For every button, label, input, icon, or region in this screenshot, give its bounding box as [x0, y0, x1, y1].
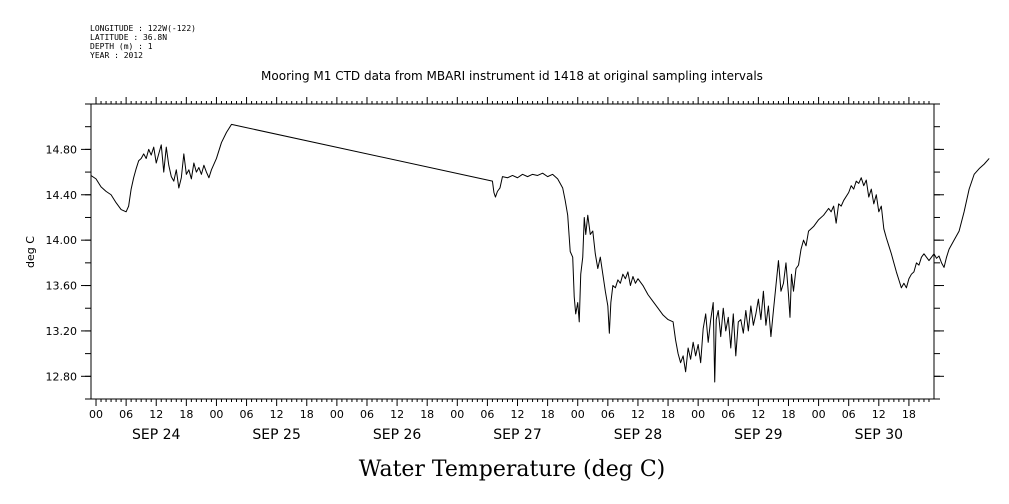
x-tick-label: 06: [240, 408, 254, 421]
x-tick-label: 12: [631, 408, 645, 421]
y-tick-label: 13.60: [46, 280, 78, 293]
temperature-series-line: [90, 123, 990, 383]
x-tick-label: 12: [511, 408, 525, 421]
y-tick-label: 12.80: [46, 370, 78, 383]
x-tick-label: 00: [571, 408, 585, 421]
meta-depth: DEPTH (m) : 1: [90, 42, 153, 51]
x-tick-label: 00: [89, 408, 103, 421]
x-tick-label: 00: [812, 408, 826, 421]
plot-frame: [90, 103, 935, 400]
tick-labels: 00 06 12 18 00 06 12 18 00 06 12 18 00 06 12 18 00 06 12 18…: [46, 143, 916, 443]
metadata-block: LONGITUDE : 122W(-122) LATITUDE : 36.8N …: [90, 24, 196, 60]
x-day-label: SEP 24: [132, 427, 181, 443]
x-tick-label: 12: [872, 408, 886, 421]
y-axis-label: deg C: [24, 236, 37, 268]
x-tick-label: 06: [842, 408, 856, 421]
y-tick-label: 13.20: [46, 325, 78, 338]
axis-ticks: [81, 97, 944, 406]
x-tick-label: 18: [179, 408, 193, 421]
x-tick-label: 18: [902, 408, 916, 421]
chart-title: Mooring M1 CTD data from MBARI instrumen…: [261, 69, 763, 83]
x-tick-label: 06: [480, 408, 494, 421]
x-tick-label: 18: [661, 408, 675, 421]
x-tick-label: 18: [781, 408, 795, 421]
x-tick-label: 06: [721, 408, 735, 421]
x-day-label: SEP 30: [855, 427, 903, 443]
x-tick-label: 00: [691, 408, 705, 421]
x-tick-label: 00: [330, 408, 344, 421]
x-tick-label: 18: [300, 408, 314, 421]
x-day-label: SEP 25: [252, 427, 300, 443]
x-tick-label: 12: [149, 408, 163, 421]
x-tick-label: 12: [270, 408, 284, 421]
x-tick-label: 06: [601, 408, 615, 421]
x-tick-label: 18: [420, 408, 434, 421]
x-day-label: SEP 27: [493, 427, 541, 443]
x-day-label: SEP 26: [373, 427, 422, 443]
y-tick-label: 14.80: [46, 143, 78, 156]
x-tick-label: 06: [119, 408, 133, 421]
meta-year: YEAR : 2012: [90, 51, 143, 60]
x-tick-label: 12: [751, 408, 765, 421]
x-day-label: SEP 29: [734, 427, 782, 443]
x-tick-label: 06: [360, 408, 374, 421]
x-tick-label: 00: [450, 408, 464, 421]
series-layer: [90, 123, 990, 383]
x-day-label: SEP 28: [614, 427, 662, 443]
y-tick-label: 14.00: [46, 234, 78, 247]
x-tick-label: 12: [390, 408, 404, 421]
x-tick-label: 18: [541, 408, 555, 421]
y-tick-label: 14.40: [46, 189, 78, 202]
bottom-title: Water Temperature (deg C): [359, 457, 666, 482]
meta-longitude: LONGITUDE : 122W(-122): [90, 24, 196, 33]
x-tick-label: 00: [209, 408, 223, 421]
meta-latitude: LATITUDE : 36.8N: [90, 33, 167, 42]
